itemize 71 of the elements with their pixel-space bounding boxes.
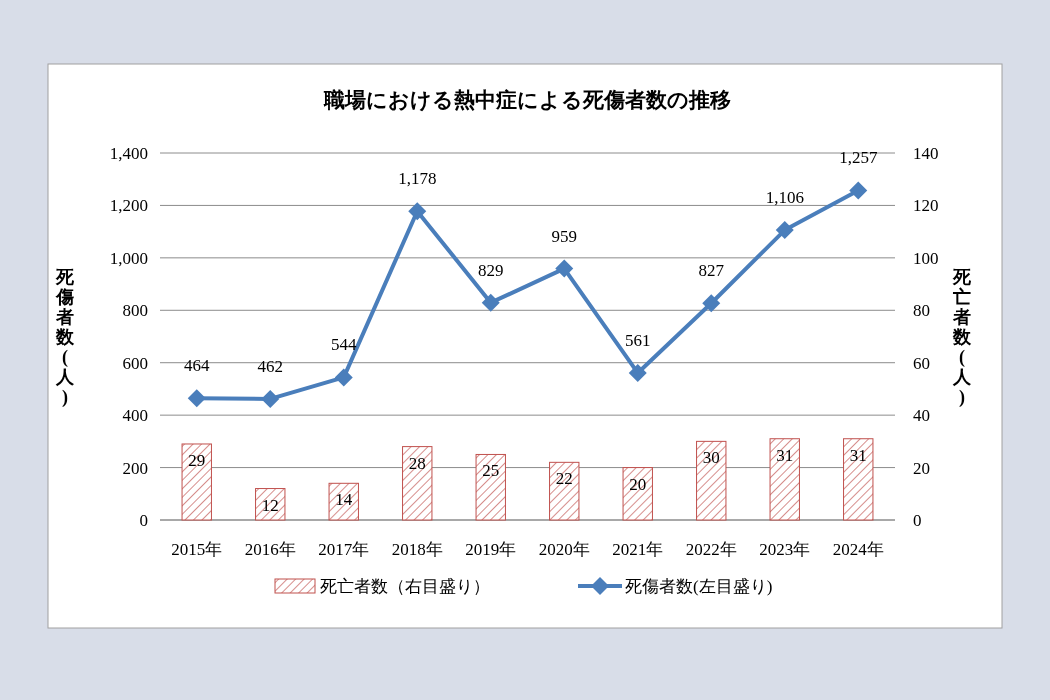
y-tick-label: 1,400 xyxy=(109,144,148,163)
y-tick-label: 200 xyxy=(122,458,148,478)
legend-label: 死亡者数（右目盛り） xyxy=(320,577,490,596)
y2-tick-label: 20 xyxy=(913,458,930,478)
bar xyxy=(622,467,653,521)
data-label: 462 xyxy=(257,356,283,376)
point xyxy=(775,221,794,240)
bar xyxy=(255,488,286,521)
data-label: 30 xyxy=(702,448,720,468)
data-label: 827 xyxy=(698,261,725,281)
data-label: 1,178 xyxy=(398,169,437,189)
x-tick-label: 2017年 xyxy=(318,540,370,559)
y2-tick-label: 120 xyxy=(913,196,939,216)
bar xyxy=(769,438,800,521)
data-label: 1,106 xyxy=(765,188,804,208)
y2-tick-label: 100 xyxy=(913,248,939,268)
data-label: 22 xyxy=(555,469,573,489)
data-label: 20 xyxy=(629,474,647,494)
data-label: 561 xyxy=(625,330,651,350)
data-label: 29 xyxy=(188,450,206,470)
bar xyxy=(402,446,433,521)
data-label: 1,257 xyxy=(839,148,878,168)
y-tick-label: 1,200 xyxy=(109,196,148,216)
x-tick-label: 2024年 xyxy=(832,540,884,559)
data-label: 25 xyxy=(482,461,500,481)
data-label: 959 xyxy=(551,226,577,246)
y2-axis-title: 死亡者数(人) xyxy=(952,266,972,408)
x-tick-label: 2021年 xyxy=(612,540,664,559)
y2-tick-label: 0 xyxy=(913,511,922,530)
x-tick-label: 2019年 xyxy=(465,540,517,559)
y-tick-label: 800 xyxy=(122,301,148,321)
data-label: 544 xyxy=(331,335,357,355)
y2-tick-label: 40 xyxy=(913,406,930,426)
data-label: 464 xyxy=(184,356,210,376)
x-tick-label: 2018年 xyxy=(391,540,443,559)
data-label: 31 xyxy=(776,445,794,465)
y-tick-label: 0 xyxy=(139,511,148,530)
data-label: 12 xyxy=(261,495,279,515)
point xyxy=(334,368,353,387)
point xyxy=(408,202,427,221)
data-label: 31 xyxy=(849,445,867,465)
y-tick-label: 600 xyxy=(122,353,148,373)
bar xyxy=(475,453,506,521)
y2-tick-label: 60 xyxy=(913,353,930,373)
data-label: 14 xyxy=(335,490,353,510)
y2-tick-label: 80 xyxy=(913,301,930,321)
point xyxy=(702,294,721,313)
point xyxy=(849,181,868,200)
x-tick-label: 2015年 xyxy=(171,540,223,559)
y-tick-label: 1,000 xyxy=(109,248,148,268)
bar xyxy=(181,443,212,521)
point xyxy=(187,389,206,408)
y2-tick-label: 140 xyxy=(913,144,939,163)
point xyxy=(628,363,647,382)
chart-title: 職場における熱中症による死傷者数の推移 xyxy=(323,88,731,112)
point xyxy=(481,293,500,312)
y-axis-title: 死傷者数(人) xyxy=(55,266,75,408)
point xyxy=(555,259,574,278)
data-label: 829 xyxy=(478,260,504,280)
data-label: 28 xyxy=(408,453,426,473)
bar xyxy=(328,482,359,521)
x-tick-label: 2020年 xyxy=(538,540,590,559)
x-tick-label: 2022年 xyxy=(685,540,737,559)
bar xyxy=(549,461,580,521)
legend-label: 死傷者数(左目盛り) xyxy=(625,577,773,596)
y-tick-label: 400 xyxy=(122,406,148,426)
x-tick-label: 2023年 xyxy=(759,540,811,559)
x-tick-label: 2016年 xyxy=(244,540,296,559)
bar xyxy=(843,438,874,521)
point xyxy=(261,389,280,408)
bar xyxy=(696,440,727,521)
